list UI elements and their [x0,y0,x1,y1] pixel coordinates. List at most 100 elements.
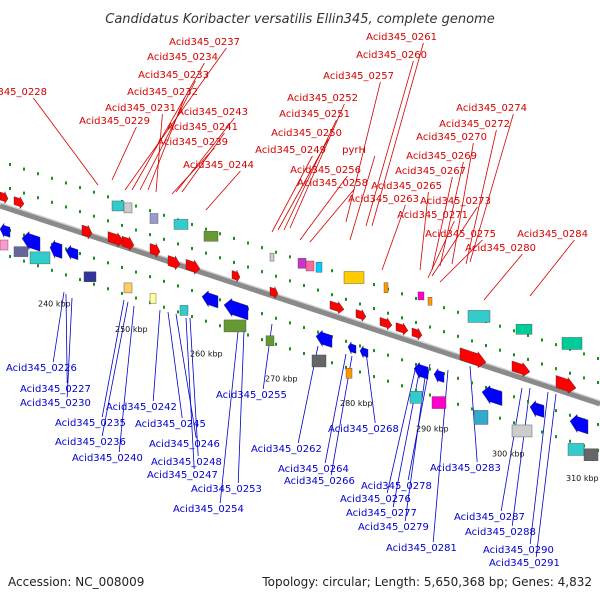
reverse-gene-box[interactable] [345,367,353,379]
reverse-gene-box[interactable] [29,251,51,265]
forward-gene-arrow[interactable] [13,196,25,210]
reverse-gene-arrow[interactable] [201,290,219,309]
reverse-gene-label[interactable]: Acid345_0242 [106,402,177,413]
reverse-gene-arrow[interactable] [315,329,333,348]
forward-gene-label[interactable]: Acid345_0251 [279,109,350,120]
reverse-gene-label[interactable]: Acid345_0236 [55,437,126,448]
forward-gene-label[interactable]: Acid345_0265 [371,181,442,192]
forward-gene-arrow[interactable] [379,317,393,331]
forward-gene-box[interactable] [305,260,315,272]
reverse-gene-box[interactable] [123,282,133,294]
reverse-gene-arrow[interactable] [0,222,11,238]
reverse-gene-box[interactable] [223,319,247,333]
reverse-gene-box[interactable] [149,293,157,304]
forward-gene-arrow[interactable] [395,322,409,336]
reverse-gene-arrow[interactable] [569,414,589,435]
forward-gene-label[interactable]: Acid345_0228 [0,87,47,98]
reverse-gene-box[interactable] [567,443,585,456]
forward-gene-box[interactable] [269,252,275,262]
reverse-gene-label[interactable]: Acid345_0281 [386,543,457,554]
forward-gene-arrow[interactable] [355,309,367,323]
reverse-gene-label[interactable]: Acid345_0235 [55,418,126,429]
forward-gene-arrow[interactable] [0,191,9,205]
reverse-gene-box[interactable] [265,335,275,346]
forward-gene-label[interactable]: Acid345_0256 [290,165,361,176]
forward-gene-box[interactable] [149,213,159,224]
reverse-gene-box[interactable] [583,448,599,461]
reverse-gene-box[interactable] [179,305,189,316]
reverse-gene-label[interactable]: Acid345_0262 [251,444,322,455]
forward-gene-label[interactable]: Acid345_0284 [517,229,588,240]
reverse-gene-arrow[interactable] [223,298,249,321]
forward-gene-label[interactable]: Acid345_0271 [397,210,468,221]
reverse-gene-label[interactable]: Acid345_0276 [340,494,411,505]
forward-gene-box[interactable] [427,297,433,306]
reverse-gene-label[interactable]: Acid345_0291 [489,558,560,569]
forward-gene-arrow[interactable] [167,255,181,271]
forward-gene-arrow[interactable] [511,360,531,377]
forward-gene-label[interactable]: Acid345_0275 [425,229,496,240]
forward-gene-arrow[interactable] [149,243,161,259]
reverse-gene-label[interactable]: Acid345_0266 [284,476,355,487]
reverse-gene-arrow[interactable] [433,367,445,383]
forward-gene-arrow[interactable] [269,286,279,300]
forward-gene-label[interactable]: Acid345_0269 [406,151,477,162]
reverse-gene-label[interactable]: Acid345_0278 [361,481,432,492]
forward-gene-box[interactable] [561,337,583,350]
forward-gene-label[interactable]: Acid345_0263 [348,194,419,205]
reverse-gene-box[interactable] [431,396,447,409]
forward-gene-arrow[interactable] [459,347,487,369]
forward-gene-arrow[interactable] [231,270,241,283]
reverse-gene-label[interactable]: Acid345_0247 [147,470,218,481]
reverse-gene-label[interactable]: Acid345_0290 [483,545,554,556]
reverse-gene-arrow[interactable] [49,239,63,259]
forward-gene-label[interactable]: Acid345_0272 [439,119,510,130]
reverse-gene-label[interactable]: Acid345_0279 [358,522,429,533]
forward-gene-label[interactable]: Acid345_0258 [297,178,368,189]
reverse-gene-label[interactable]: Acid345_0287 [454,512,525,523]
forward-gene-arrow[interactable] [81,224,93,240]
forward-gene-box[interactable] [383,282,389,293]
reverse-gene-label[interactable]: Acid345_0288 [465,527,536,538]
reverse-gene-box[interactable] [311,354,327,368]
reverse-gene-arrow[interactable] [359,345,369,358]
forward-gene-label[interactable]: Acid345_0234 [147,52,218,63]
forward-gene-label[interactable]: Acid345_0249 [255,145,326,156]
forward-gene-box[interactable] [315,262,323,273]
reverse-gene-label[interactable]: Acid345_0226 [6,363,77,374]
forward-gene-label[interactable]: Acid345_0241 [167,122,238,133]
reverse-gene-box[interactable] [13,246,29,257]
forward-gene-box[interactable] [417,291,425,301]
forward-gene-arrow[interactable] [411,327,423,341]
reverse-gene-label[interactable]: Acid345_0227 [20,384,91,395]
forward-gene-label[interactable]: Acid345_0233 [138,70,209,81]
forward-gene-label[interactable]: Acid345_0280 [465,243,536,254]
reverse-gene-label[interactable]: Acid345_0264 [278,464,349,475]
reverse-gene-label[interactable]: Acid345_0246 [149,439,220,450]
forward-gene-box[interactable] [343,271,365,284]
forward-gene-label[interactable]: Acid345_0229 [79,116,150,127]
forward-gene-arrow[interactable] [185,259,201,275]
forward-gene-box[interactable] [297,258,307,269]
reverse-gene-label[interactable]: Acid345_0253 [191,484,262,495]
reverse-gene-box[interactable] [0,239,9,251]
forward-gene-box[interactable] [173,219,189,230]
forward-gene-label[interactable]: Acid345_0252 [287,93,358,104]
reverse-gene-label[interactable]: Acid345_0230 [20,398,91,409]
reverse-gene-label[interactable]: Acid345_0254 [173,504,244,515]
forward-gene-label[interactable]: Acid345_0260 [356,50,427,61]
forward-gene-box[interactable] [467,310,491,323]
forward-gene-label[interactable]: Acid345_0270 [416,132,487,143]
forward-gene-label[interactable]: Acid345_0267 [395,166,466,177]
forward-gene-label[interactable]: Acid345_0250 [271,128,342,139]
reverse-gene-arrow[interactable] [347,341,357,354]
forward-gene-label[interactable]: Acid345_0244 [183,160,254,171]
reverse-gene-label[interactable]: Acid345_0255 [216,390,287,401]
forward-gene-box[interactable] [111,200,125,212]
reverse-gene-box[interactable] [83,271,97,282]
reverse-gene-arrow[interactable] [65,244,79,261]
reverse-gene-label[interactable]: Acid345_0283 [430,463,501,474]
reverse-gene-label[interactable]: Acid345_0240 [72,453,143,464]
forward-gene-label[interactable]: Acid345_0237 [169,37,240,48]
forward-gene-box[interactable] [203,231,219,242]
